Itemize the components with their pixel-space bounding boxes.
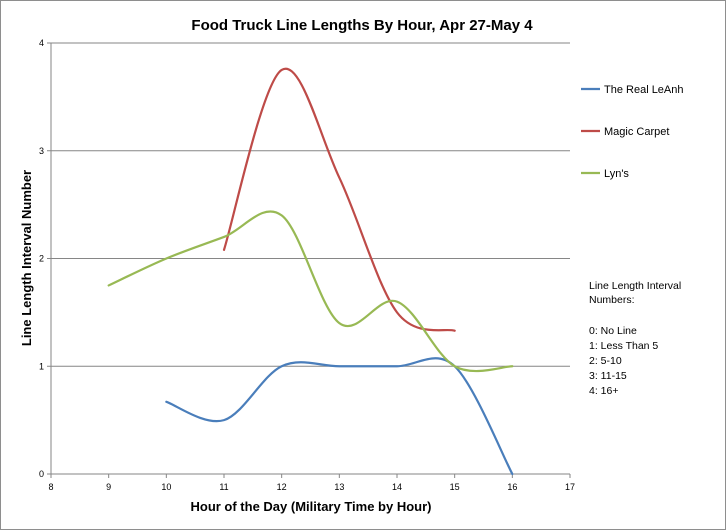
y-tick-label: 3 [39,146,44,156]
x-tick-label: 17 [565,482,575,492]
x-tick-label: 16 [507,482,517,492]
series-line-the-real-leanh [165,357,514,476]
x-tick-label: 14 [392,482,402,492]
x-tick-label: 11 [219,482,228,492]
series-line-magic-carpet [222,67,456,332]
interval-key-note: Line Length Interval Numbers: 0: No Line… [589,280,681,397]
y-tick-label: 1 [39,361,44,371]
x-tick-label: 9 [106,482,111,492]
x-tick-label: 10 [161,482,171,492]
legend-label-lyn-s: Lyn's [604,168,629,180]
legend-label-the-real-leanh: The Real LeAnh [604,84,684,96]
note-item-1: 1: Less Than 5 [589,340,658,352]
note-title-line-1: Line Length Interval [589,280,681,292]
note-item-3: 3: 11-15 [589,370,627,382]
y-axis-title: Line Length Interval Number [19,170,34,346]
grid-lines [51,42,570,367]
note-item-4: 4: 16+ [589,385,619,397]
series-line-lyn-s [107,210,514,373]
x-axis-title: Hour of the Day (Military Time by Hour) [190,499,431,514]
y-tick-label: 4 [39,38,44,48]
legend-label-magic-carpet: Magic Carpet [604,126,669,138]
note-item-0: 0: No Line [589,325,637,337]
y-tick-label: 2 [39,254,44,264]
x-tick-label: 12 [277,482,287,492]
note-item-2: 2: 5-10 [589,355,622,367]
x-tick-label: 8 [48,482,53,492]
note-title-line-2: Numbers: [589,294,635,306]
x-tick-label: 15 [450,482,460,492]
y-tick-label: 0 [39,469,44,479]
x-tick-label: 13 [334,482,344,492]
chart-title: Food Truck Line Lengths By Hour, Apr 27-… [191,17,533,34]
series-lines [107,67,514,476]
legend: The Real LeAnh Magic Carpet Lyn's [581,84,684,180]
